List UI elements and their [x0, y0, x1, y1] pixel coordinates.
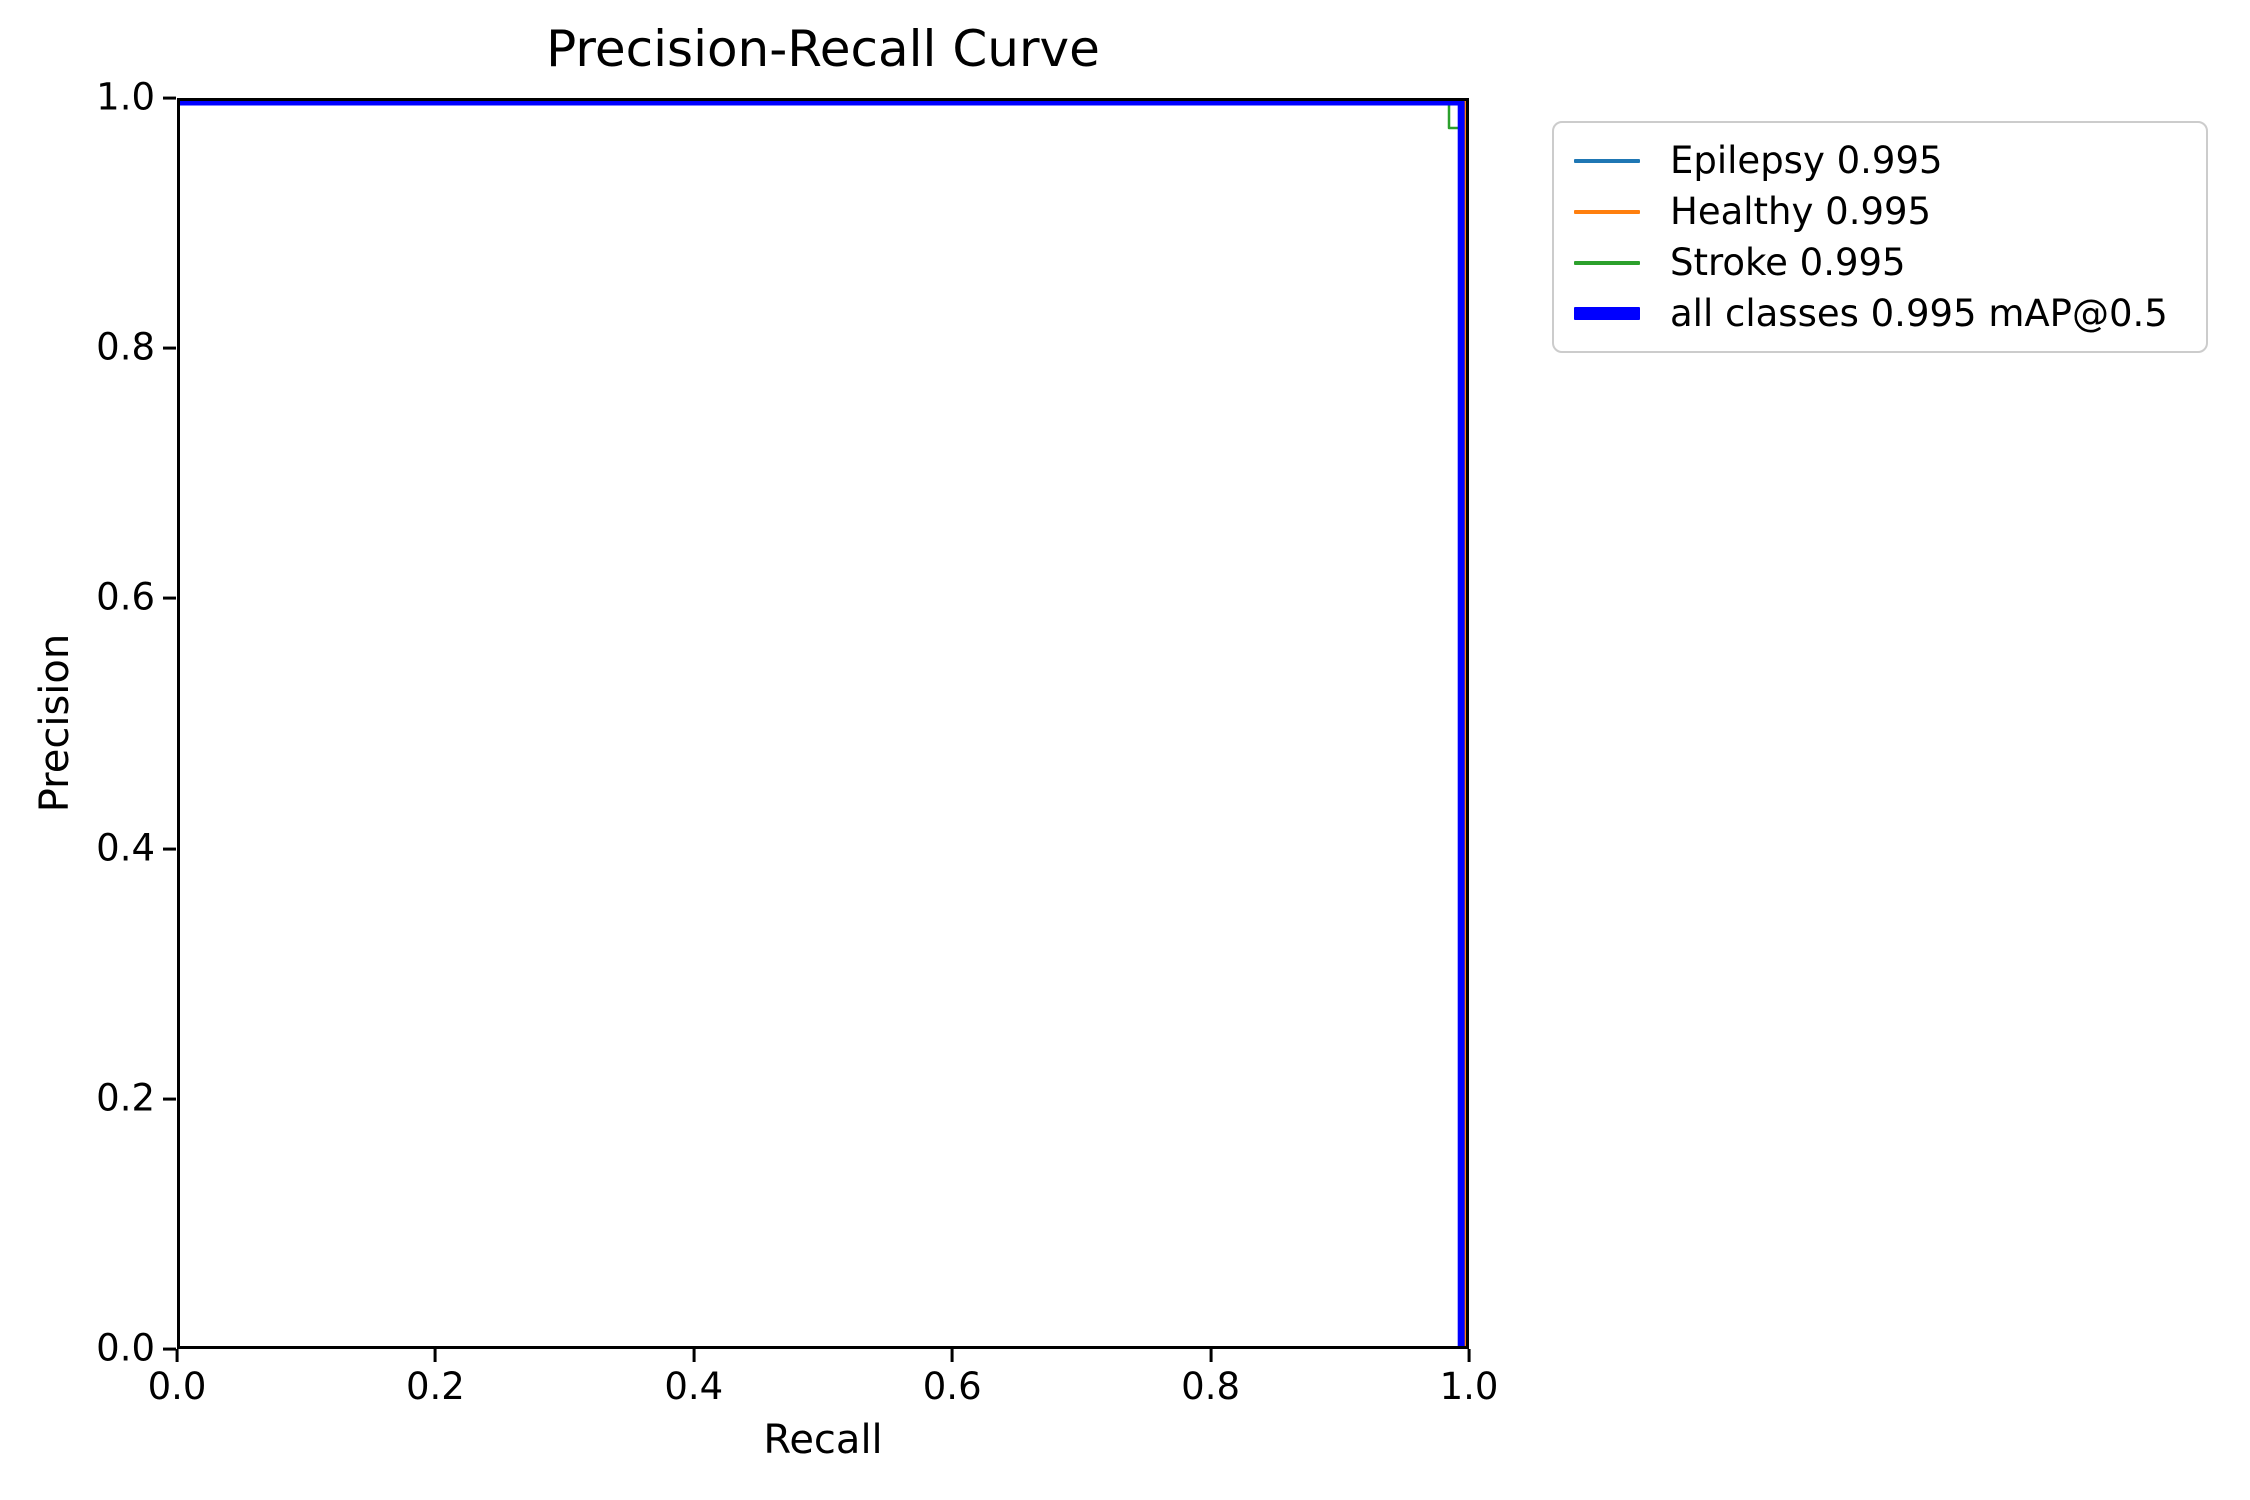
y-tick-mark: [163, 1347, 176, 1351]
x-tick-mark: [692, 1349, 696, 1362]
y-tick: 0.6: [96, 575, 176, 619]
legend-label: all classes 0.995 mAP@0.5: [1670, 292, 2168, 335]
y-tick-label: 0.4: [96, 826, 155, 870]
y-tick-mark: [163, 346, 176, 350]
pr-curve-stroke: [177, 98, 1462, 1349]
x-axis-ticks: 0.0 0.2 0.4 0.6 0.8 1.0: [148, 1349, 1498, 1439]
y-tick-mark: [163, 96, 176, 100]
x-tick: 0.0: [147, 1349, 207, 1408]
y-tick-mark: [163, 596, 176, 600]
y-tick: 0.8: [96, 325, 176, 369]
y-tick-label: 0.6: [96, 575, 155, 619]
y-tick-label: 1.0: [96, 75, 155, 119]
x-tick-label: 0.0: [147, 1365, 207, 1408]
x-axis-label: Recall: [763, 1417, 883, 1463]
legend-item-epilepsy: Epilepsy 0.995: [1574, 139, 2196, 182]
x-tick-mark: [1209, 1349, 1213, 1362]
x-tick-label: 0.6: [922, 1365, 982, 1408]
x-tick-label: 0.4: [664, 1365, 724, 1408]
chart-title: Precision-Recall Curve: [546, 20, 1100, 78]
legend-item-healthy: Healthy 0.995: [1574, 190, 2196, 233]
legend-item-stroke: Stroke 0.995: [1574, 241, 2196, 284]
x-tick-mark: [175, 1349, 179, 1362]
y-tick-label: 0.0: [96, 1326, 155, 1370]
x-tick: 1.0: [1439, 1349, 1499, 1408]
pr-curve-epilepsy: [177, 98, 1463, 1349]
y-axis-ticks: 0.0 0.2 0.4 0.6 0.8 1.0: [0, 78, 176, 1367]
legend-swatch-epilepsy: [1574, 158, 1640, 163]
plot-area: [177, 98, 1469, 1349]
legend-label: Stroke 0.995: [1670, 241, 1906, 284]
x-tick-label: 0.2: [405, 1365, 465, 1408]
x-tick-mark: [433, 1349, 437, 1362]
x-tick-label: 1.0: [1439, 1365, 1499, 1408]
legend-swatch-healthy: [1574, 209, 1640, 214]
y-tick-label: 0.2: [96, 1076, 155, 1120]
legend-item-all-classes: all classes 0.995 mAP@0.5: [1574, 292, 2196, 335]
pr-curve-healthy: [177, 98, 1467, 1349]
y-tick-mark: [163, 847, 176, 851]
legend-swatch-stroke: [1574, 260, 1640, 265]
x-tick: 0.4: [664, 1349, 723, 1407]
y-tick: 0.0: [96, 1326, 176, 1370]
axes-spines: [177, 98, 1469, 1349]
y-tick: 1.0: [96, 75, 176, 119]
x-tick-mark: [950, 1349, 954, 1362]
x-tick-mark: [1467, 1349, 1471, 1362]
y-tick: 0.4: [96, 826, 176, 870]
legend: Epilepsy 0.995 Healthy 0.995 Stroke 0.995 a…: [1552, 121, 2208, 353]
y-tick: 0.2: [96, 1079, 176, 1118]
pr-curve-all-classes: [177, 98, 1465, 1349]
y-tick-mark: [163, 1097, 176, 1101]
legend-label: Epilepsy 0.995: [1670, 139, 1943, 182]
x-tick: 0.6: [923, 1349, 982, 1407]
y-tick-label: 0.8: [96, 325, 155, 369]
x-tick: 0.8: [1181, 1349, 1240, 1407]
x-tick-label: 0.8: [1181, 1365, 1241, 1408]
legend-swatch-all-classes: [1574, 307, 1640, 320]
x-tick: 0.2: [406, 1349, 465, 1407]
legend-label: Healthy 0.995: [1670, 190, 1932, 233]
pr-curves: [177, 98, 1467, 1349]
